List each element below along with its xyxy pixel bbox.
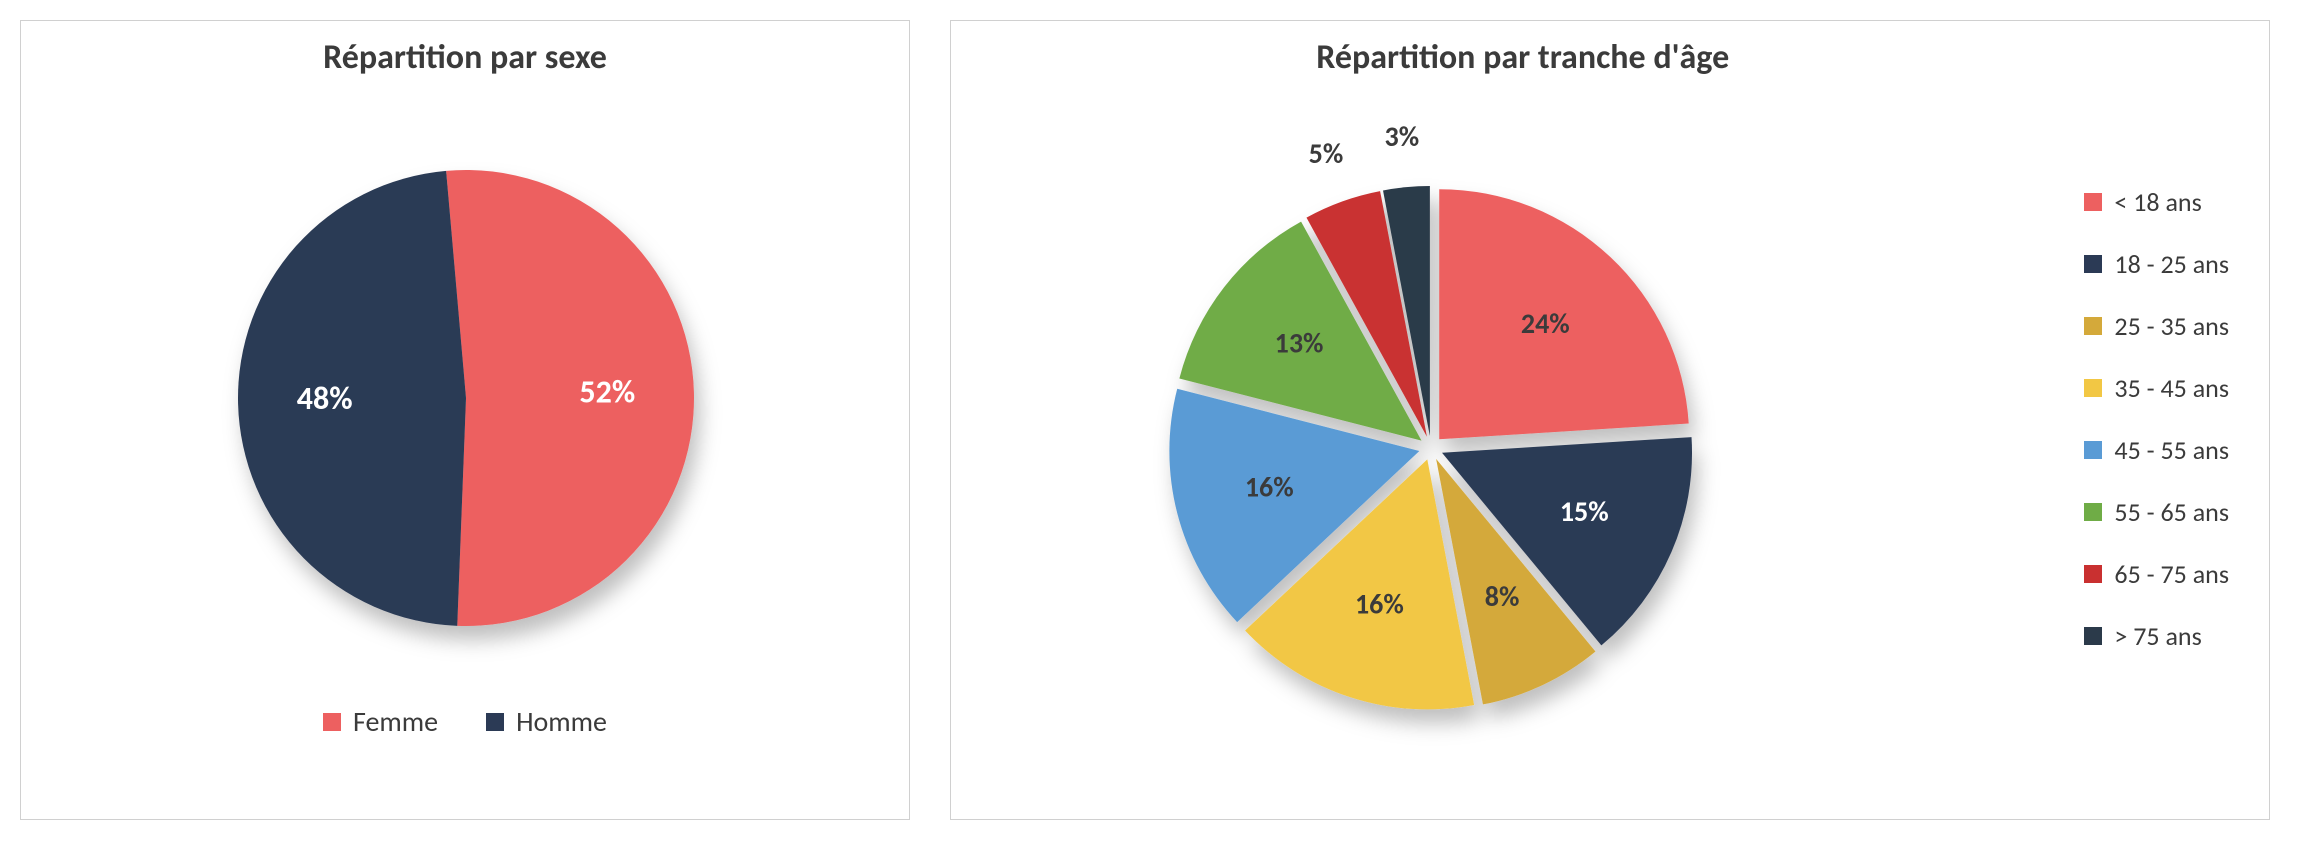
legend-swatch [2084,565,2102,583]
legend-swatch [2084,255,2102,273]
pie-slice-label: 24% [1521,306,1570,341]
legend-swatch [486,713,504,731]
legend-item: 35 - 45 ans [2084,372,2229,404]
legend-item: 65 - 75 ans [2084,558,2229,590]
legend-swatch [2084,627,2102,645]
legend-item: < 18 ans [2084,186,2229,218]
legend-label: 25 - 35 ans [2114,310,2229,342]
pie-slice-label: 8% [1485,579,1520,614]
legend-label: 55 - 65 ans [2114,496,2229,528]
legend-label: 45 - 55 ans [2114,434,2229,466]
pie-slice-label: 3% [1385,119,1420,154]
pie-slice-label: 48% [297,379,353,418]
pie-slice-label: 52% [579,372,635,411]
legend-item: Femme [323,704,438,739]
legend-swatch [323,713,341,731]
legend-age: < 18 ans 18 - 25 ans 25 - 35 ans 35 - 45 an… [2074,37,2249,801]
legend-label: Femme [353,704,438,739]
chart-area-sexe: 52% 48% [41,78,889,698]
legend-label: Homme [516,704,607,739]
chart-title: Répartition par tranche d'âge [971,37,2074,78]
pie-slice-label: 5% [1309,136,1344,171]
legend-label: > 75 ans [2114,620,2201,652]
legend-item: 55 - 65 ans [2084,496,2229,528]
legend-item: 18 - 25 ans [2084,248,2229,280]
legend-label: 18 - 25 ans [2114,248,2229,280]
legend-label: < 18 ans [2114,186,2201,218]
chart-title: Répartition par sexe [41,37,889,78]
chart-area-age: 24% 15% 8% 16% 16% 13% 5% 3% [971,78,2074,801]
legend-swatch [2084,379,2102,397]
legend-swatch [2084,317,2102,335]
pie-slice-label: 13% [1275,325,1324,360]
panel-repartition-age: Répartition par tranche d'âge 24% 15% 8% 16… [950,20,2270,820]
pie-chart-sexe: 52% 48% [41,78,891,698]
charts-page: Répartition par sexe 52% 48% Femme Homme R… [0,0,2324,840]
legend-label: 35 - 45 ans [2114,372,2229,404]
legend-swatch [2084,193,2102,211]
legend-item: 25 - 35 ans [2084,310,2229,342]
legend-item: Homme [486,704,607,739]
pie-slice-label: 15% [1560,494,1609,529]
pie-chart-age: 24% 15% 8% 16% 16% 13% 5% 3% [971,78,1891,778]
pie-slice-label: 16% [1355,587,1404,622]
legend-item: > 75 ans [2084,620,2229,652]
legend-item: 45 - 55 ans [2084,434,2229,466]
legend-label: 65 - 75 ans [2114,558,2229,590]
legend-swatch [2084,441,2102,459]
pie-slice-label: 16% [1245,469,1294,504]
panel-repartition-sexe: Répartition par sexe 52% 48% Femme Homme [20,20,910,820]
legend-swatch [2084,503,2102,521]
legend-sexe: Femme Homme [41,704,889,739]
pie-slice [446,170,694,626]
